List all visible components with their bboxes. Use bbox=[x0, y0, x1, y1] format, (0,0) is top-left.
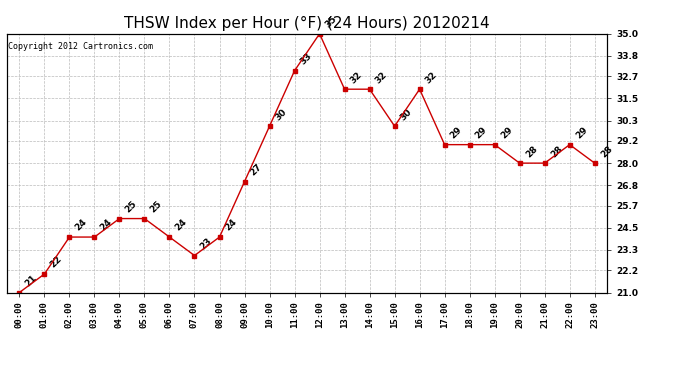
Text: 24: 24 bbox=[99, 217, 114, 233]
Text: 28: 28 bbox=[549, 144, 564, 159]
Text: 29: 29 bbox=[448, 125, 464, 141]
Title: THSW Index per Hour (°F) (24 Hours) 20120214: THSW Index per Hour (°F) (24 Hours) 2012… bbox=[124, 16, 490, 31]
Text: 29: 29 bbox=[574, 125, 589, 141]
Text: 27: 27 bbox=[248, 162, 264, 177]
Text: 28: 28 bbox=[599, 144, 614, 159]
Text: 32: 32 bbox=[424, 70, 439, 85]
Text: 24: 24 bbox=[174, 217, 189, 233]
Text: 32: 32 bbox=[348, 70, 364, 85]
Text: 24: 24 bbox=[224, 217, 239, 233]
Text: 23: 23 bbox=[199, 236, 214, 251]
Text: 29: 29 bbox=[499, 125, 514, 141]
Text: 28: 28 bbox=[524, 144, 539, 159]
Text: 33: 33 bbox=[299, 51, 314, 66]
Text: 25: 25 bbox=[124, 199, 139, 214]
Text: 25: 25 bbox=[148, 199, 164, 214]
Text: 30: 30 bbox=[399, 107, 414, 122]
Text: 22: 22 bbox=[48, 255, 63, 270]
Text: Copyright 2012 Cartronics.com: Copyright 2012 Cartronics.com bbox=[8, 42, 153, 51]
Text: 24: 24 bbox=[74, 217, 89, 233]
Text: 21: 21 bbox=[23, 273, 39, 288]
Text: 32: 32 bbox=[374, 70, 389, 85]
Text: 29: 29 bbox=[474, 125, 489, 141]
Text: 35: 35 bbox=[324, 14, 339, 30]
Text: 30: 30 bbox=[274, 107, 289, 122]
